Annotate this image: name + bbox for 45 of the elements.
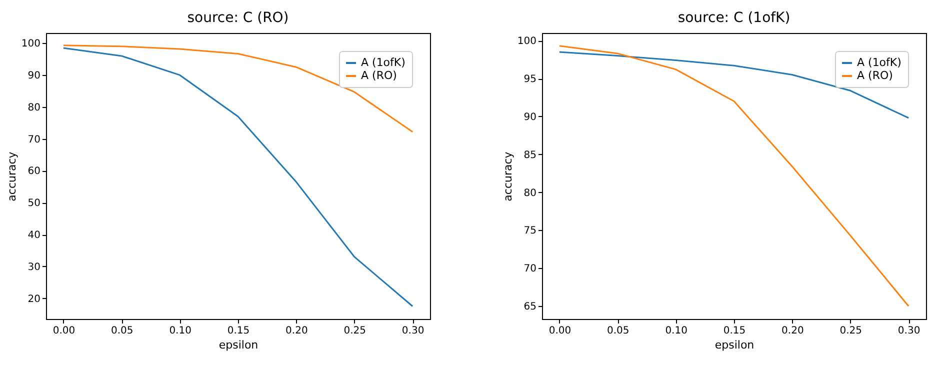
y-tick-label: 90: [524, 112, 536, 123]
y-tick-label: 100: [517, 36, 536, 48]
line-series: [62, 44, 414, 133]
x-tick-label: 0.15: [227, 326, 250, 336]
y-tick-label: 75: [524, 226, 536, 237]
y-tick-label: 95: [524, 74, 536, 86]
x-tick-label: 0.25: [344, 326, 366, 336]
x-tick-label: 0.05: [111, 326, 134, 336]
chart-title: source: C (RO): [187, 10, 289, 26]
y-tick-label: 90: [28, 70, 40, 82]
y-tick-label: 70: [524, 264, 536, 275]
x-axis-title: epsilon: [714, 338, 754, 352]
x-tick-label: 0.05: [607, 326, 630, 336]
legend-label: A (1ofK): [857, 56, 902, 69]
y-tick-label: 70: [28, 134, 40, 146]
y-tick-label: 100: [21, 38, 40, 50]
y-tick-label: 80: [524, 188, 536, 199]
y-tick-label: 85: [524, 150, 536, 161]
y-axis-title: accuracy: [5, 151, 18, 202]
y-tick-label: 65: [524, 302, 536, 313]
line-series: [558, 45, 910, 307]
legend-label: A (RO): [361, 69, 397, 82]
chart-title: source: C (1ofK): [678, 10, 790, 26]
line-series: [62, 47, 414, 307]
y-axis-title: accuracy: [501, 151, 514, 202]
y-tick-label: 80: [28, 102, 40, 114]
x-tick-label: 0.15: [723, 326, 746, 336]
x-tick-label: 0.00: [52, 326, 76, 336]
x-tick-label: 0.30: [898, 326, 920, 336]
x-tick-label: 0.10: [665, 326, 688, 336]
x-axis-title: epsilon: [218, 338, 258, 352]
x-tick-label: 0.20: [782, 326, 804, 336]
x-tick-label: 0.00: [548, 326, 572, 336]
y-tick-label: 20: [28, 294, 40, 305]
x-tick-label: 0.10: [169, 326, 192, 336]
x-tick-label: 0.20: [286, 326, 308, 336]
y-tick-label: 40: [28, 230, 40, 242]
x-tick-label: 0.30: [402, 326, 424, 336]
x-tick-label: 0.25: [840, 326, 862, 336]
legend-label: A (1ofK): [361, 56, 406, 69]
y-tick-label: 60: [28, 166, 40, 178]
y-tick-label: 30: [28, 262, 40, 273]
y-tick-label: 50: [28, 198, 40, 210]
legend-label: A (RO): [857, 69, 893, 82]
line-series: [558, 51, 910, 119]
